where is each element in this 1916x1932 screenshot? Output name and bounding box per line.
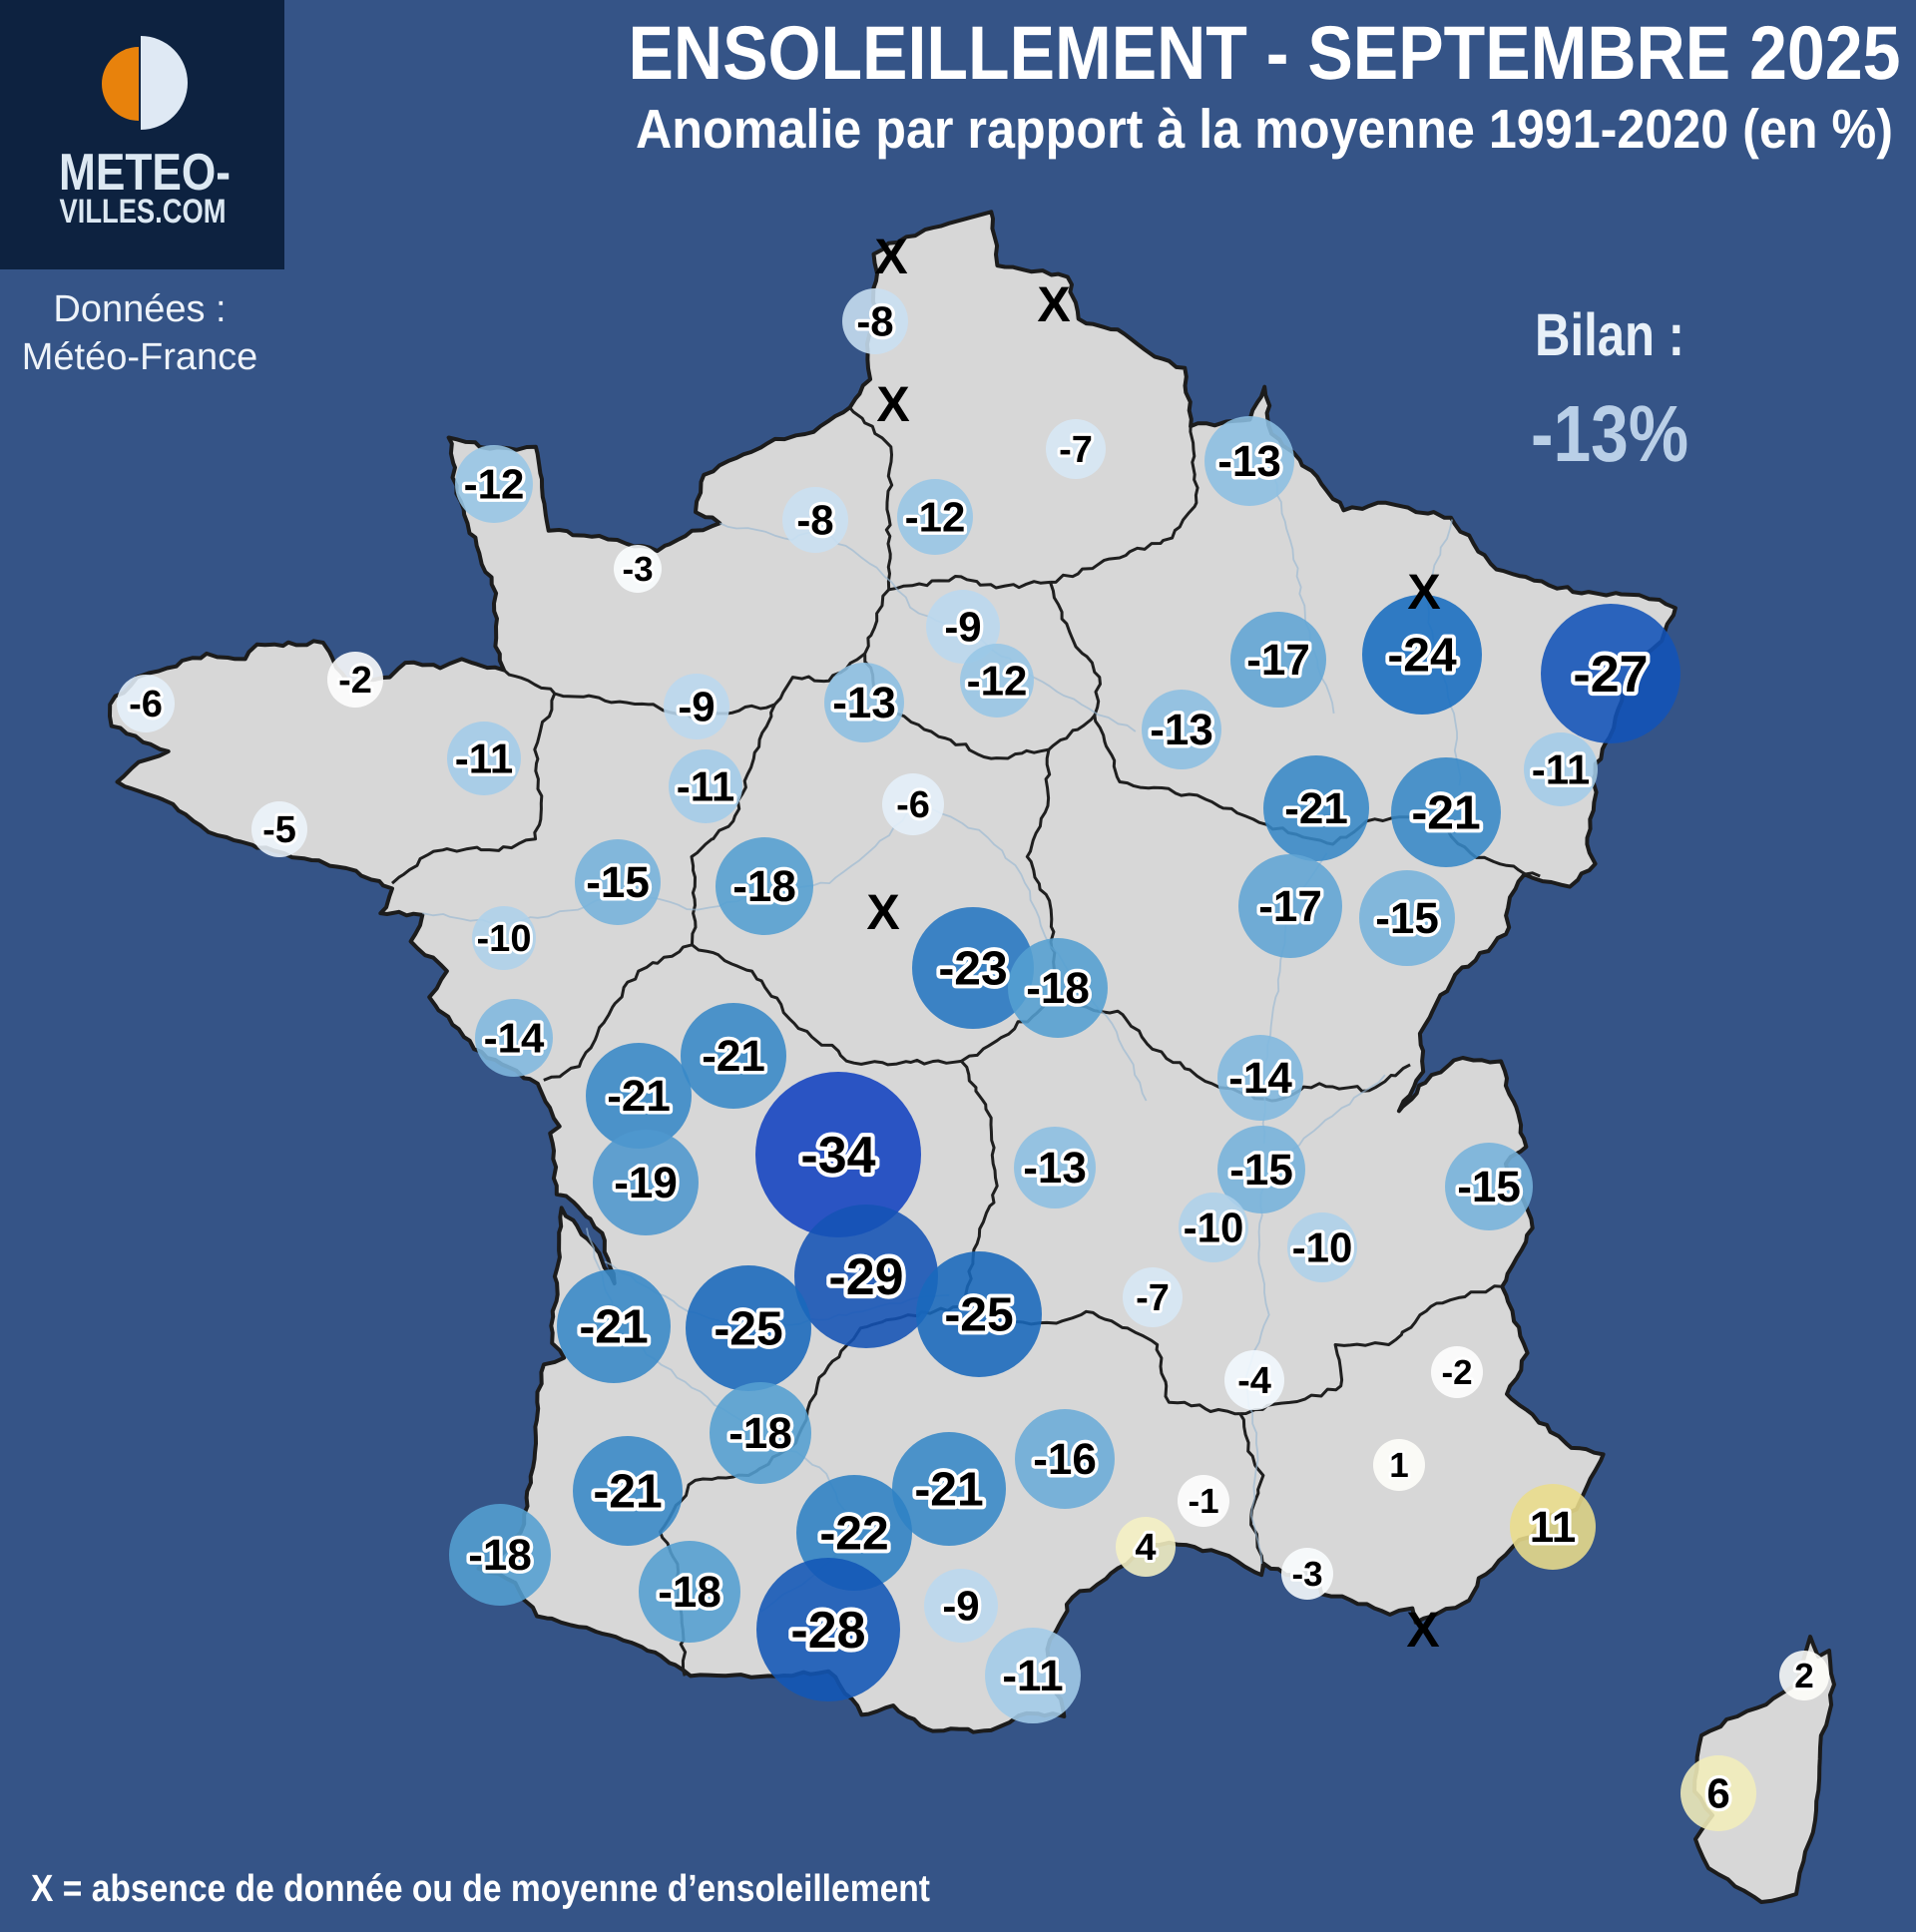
svg-text:Données :: Données :: [53, 288, 226, 330]
svg-text:-14: -14: [1228, 1054, 1292, 1103]
svg-text:-17: -17: [1246, 636, 1310, 685]
svg-text:-21: -21: [914, 1464, 983, 1517]
svg-text:-21: -21: [1411, 787, 1480, 840]
svg-text:X: X: [876, 376, 909, 432]
svg-text:-12: -12: [464, 460, 525, 507]
svg-text:-11: -11: [1002, 1652, 1063, 1700]
svg-text:-11: -11: [677, 762, 734, 809]
svg-text:-10: -10: [1292, 1223, 1353, 1270]
svg-text:X: X: [1406, 1602, 1439, 1658]
svg-text:X: X: [1407, 564, 1440, 620]
svg-text:-21: -21: [607, 1072, 671, 1121]
svg-text:X: X: [874, 229, 907, 284]
svg-text:-24: -24: [1387, 630, 1457, 683]
svg-text:-17: -17: [1258, 882, 1322, 931]
svg-text:-9: -9: [942, 1582, 979, 1629]
svg-text:-13: -13: [832, 679, 896, 727]
svg-text:-22: -22: [819, 1508, 888, 1561]
svg-text:-8: -8: [796, 496, 833, 543]
svg-text:-18: -18: [468, 1531, 532, 1580]
svg-text:-2: -2: [1441, 1353, 1472, 1392]
svg-text:11: 11: [1530, 1503, 1577, 1552]
svg-text:-13: -13: [1023, 1144, 1087, 1193]
svg-text:-15: -15: [1375, 894, 1439, 943]
svg-text:ENSOLEILLEMENT - SEPTEMBRE 202: ENSOLEILLEMENT - SEPTEMBRE 2025: [629, 11, 1901, 96]
svg-text:-11: -11: [1532, 745, 1590, 792]
svg-text:-27: -27: [1573, 646, 1648, 704]
svg-text:-21: -21: [702, 1032, 765, 1081]
svg-text:-21: -21: [593, 1466, 662, 1519]
svg-text:-15: -15: [1229, 1146, 1293, 1195]
svg-text:-28: -28: [790, 1602, 865, 1660]
svg-text:-34: -34: [800, 1127, 875, 1185]
svg-text:-18: -18: [728, 1409, 792, 1458]
svg-text:-21: -21: [1284, 784, 1348, 833]
svg-text:-16: -16: [1033, 1435, 1097, 1484]
svg-text:-13%: -13%: [1531, 389, 1688, 478]
svg-text:-2: -2: [338, 660, 372, 702]
svg-text:2: 2: [1794, 1657, 1813, 1695]
svg-text:-18: -18: [732, 862, 796, 911]
svg-text:VILLES.COM: VILLES.COM: [60, 193, 227, 231]
svg-text:-5: -5: [262, 809, 296, 851]
svg-text:-25: -25: [944, 1289, 1013, 1342]
svg-text:-29: -29: [828, 1248, 903, 1306]
svg-text:X = absence de donnée ou de mo: X = absence de donnée ou de moyenne d’en…: [31, 1868, 930, 1910]
svg-text:X: X: [866, 884, 899, 940]
svg-text:-10: -10: [1184, 1204, 1244, 1250]
svg-text:-19: -19: [614, 1159, 678, 1208]
svg-text:-15: -15: [1457, 1163, 1521, 1211]
svg-text:-9: -9: [944, 603, 981, 650]
svg-text:-18: -18: [1026, 964, 1090, 1013]
svg-text:-1: -1: [1188, 1482, 1218, 1521]
svg-text:-23: -23: [938, 943, 1007, 996]
svg-text:-21: -21: [579, 1301, 648, 1354]
svg-text:-15: -15: [586, 858, 650, 907]
svg-text:1: 1: [1389, 1446, 1408, 1485]
svg-text:-9: -9: [678, 683, 715, 729]
svg-text:-3: -3: [1291, 1555, 1322, 1594]
svg-text:-12: -12: [905, 493, 966, 540]
svg-text:-4: -4: [1237, 1360, 1271, 1402]
svg-text:Bilan :: Bilan :: [1535, 301, 1684, 368]
svg-text:-18: -18: [658, 1568, 721, 1617]
svg-text:Anomalie par rapport à la moye: Anomalie par rapport à la moyenne 1991-2…: [636, 98, 1893, 160]
svg-text:-3: -3: [622, 550, 653, 589]
svg-text:4: 4: [1135, 1527, 1156, 1569]
svg-text:-7: -7: [1136, 1277, 1170, 1319]
svg-text:-14: -14: [484, 1014, 545, 1061]
svg-text:-13: -13: [1150, 706, 1213, 754]
svg-text:-8: -8: [856, 297, 893, 344]
svg-text:X: X: [1037, 276, 1070, 332]
svg-text:6: 6: [1706, 1769, 1729, 1816]
svg-text:METEO-: METEO-: [59, 144, 231, 202]
svg-text:-25: -25: [714, 1303, 782, 1356]
svg-text:-6: -6: [129, 684, 163, 725]
svg-text:-12: -12: [967, 657, 1028, 704]
svg-text:-13: -13: [1217, 437, 1281, 486]
svg-text:-6: -6: [896, 784, 930, 826]
svg-text:Météo-France: Météo-France: [22, 336, 258, 378]
svg-text:-7: -7: [1059, 429, 1093, 471]
svg-text:-11: -11: [455, 734, 513, 781]
svg-text:-10: -10: [477, 918, 532, 960]
